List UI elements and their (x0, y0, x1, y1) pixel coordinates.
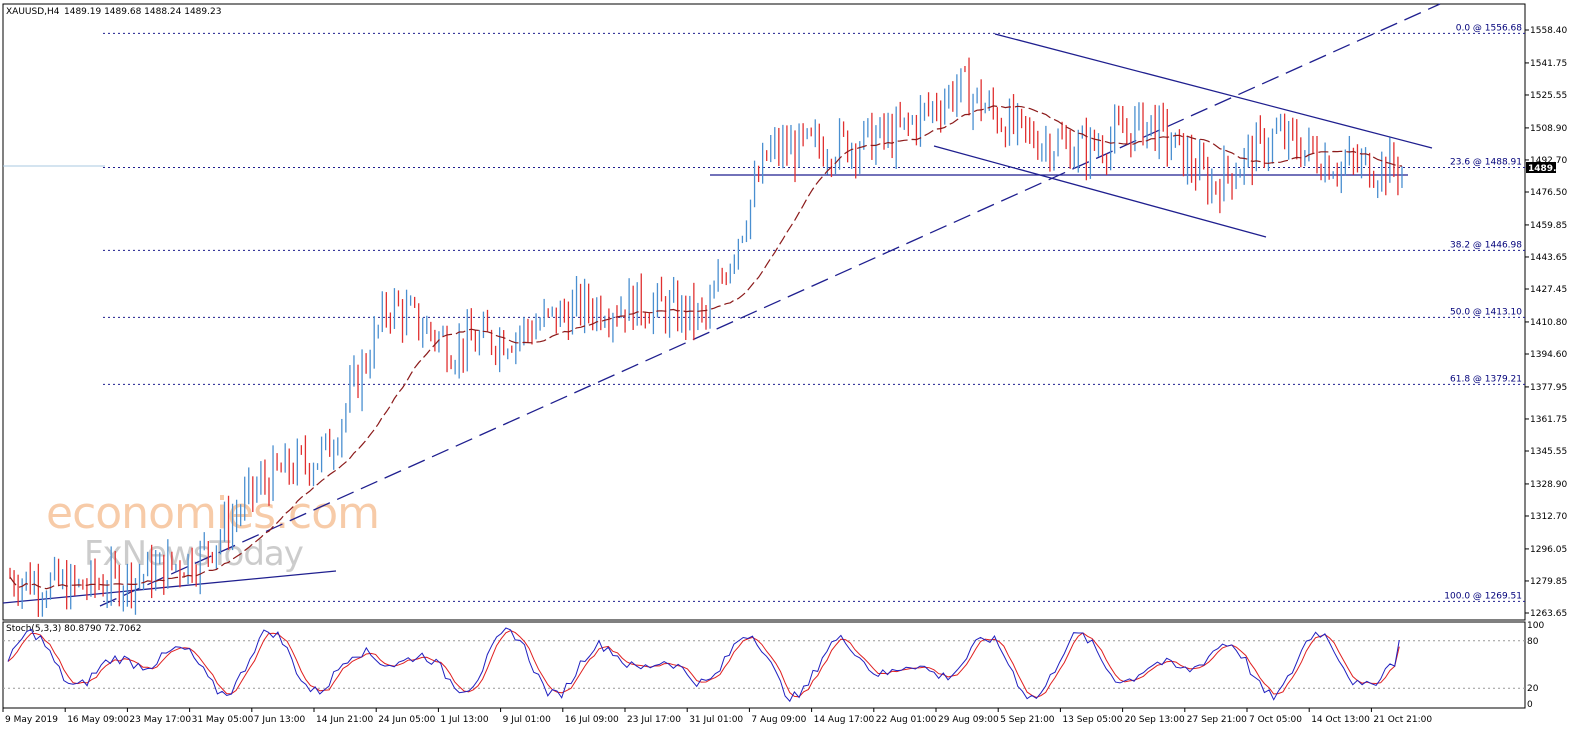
price-tick-label: 1361.75 (1530, 415, 1567, 425)
ohlc-header: 1489.19 1489.68 1488.24 1489.23 (64, 7, 221, 17)
time-tick-label: 9 Jul 01:00 (503, 715, 552, 725)
price-tick-label: 1394.60 (1530, 350, 1567, 360)
ma-line (9, 105, 1403, 590)
time-tick-label: 5 Sep 21:00 (1000, 715, 1055, 725)
price-axis: 1558.40 1541.75 1525.55 1508.90 1492.70 1476.… (1525, 26, 1567, 619)
trend-lines (2, 3, 1441, 607)
time-tick-label: 20 Sep 13:00 (1125, 715, 1185, 725)
stoch-main-line (7, 627, 1400, 703)
price-tick-label: 1541.75 (1530, 59, 1567, 69)
moving-average (9, 105, 1403, 590)
time-tick-label: 14 Aug 17:00 (814, 715, 875, 725)
price-tick-label: 1476.50 (1530, 188, 1567, 198)
price-tick-label: 1328.90 (1530, 480, 1567, 490)
time-tick-label: 23 May 17:00 (129, 715, 191, 725)
time-tick-label: 1 Jul 13:00 (440, 715, 489, 725)
time-axis: 9 May 2019 16 May 09:00 23 May 17:00 31 May… (2, 708, 1432, 725)
price-tick-label: 1492.70 (1530, 156, 1567, 166)
stoch-tick-label: 0 (1527, 700, 1533, 710)
main-chart-frame (2, 3, 1526, 621)
fib-level-label: 50.0 @ 1413.10 (1450, 307, 1522, 317)
fib-level-label: 38.2 @ 1446.98 (1450, 240, 1522, 250)
price-tick-label: 1410.80 (1530, 318, 1567, 328)
time-tick-label: 31 Jul 01:00 (689, 715, 743, 725)
fib-level-label: 0.0 @ 1556.68 (1456, 23, 1523, 33)
symbol-header: XAUUSD,H4 (6, 7, 60, 17)
time-tick-label: 22 Aug 01:00 (876, 715, 937, 725)
long-uptrend-line (99, 3, 1441, 607)
time-tick-label: 13 Sep 05:00 (1062, 715, 1122, 725)
time-tick-label: 9 May 2019 (5, 715, 58, 725)
candles (9, 57, 1403, 617)
time-tick-label: 7 Jun 13:00 (254, 715, 306, 725)
time-tick-label: 29 Aug 09:00 (938, 715, 999, 725)
time-tick-label: 23 Jul 17:00 (627, 715, 681, 725)
time-tick-label: 7 Aug 09:00 (751, 715, 806, 725)
price-tick-label: 1263.65 (1530, 609, 1567, 619)
time-tick-label: 21 Oct 21:00 (1373, 715, 1432, 725)
stoch-signal-line (7, 629, 1400, 699)
price-tick-label: 1345.55 (1530, 447, 1567, 457)
price-tick-label: 1312.70 (1530, 512, 1567, 522)
watermark-economies: economies.com (46, 488, 379, 539)
time-tick-label: 16 Jul 09:00 (565, 715, 619, 725)
time-tick-label: 14 Jun 21:00 (316, 715, 373, 725)
channel-lower-line (933, 145, 1267, 238)
channel-upper-line (994, 33, 1433, 149)
price-tick-label: 1459.85 (1530, 221, 1567, 231)
stoch-label: Stoch(5,3,3) 80.8790 72.7062 (6, 624, 141, 634)
price-tick-label: 1525.55 (1530, 91, 1567, 101)
stoch-tick-label: 100 (1527, 621, 1544, 631)
price-tick-label: 1443.65 (1530, 253, 1567, 263)
time-tick-label: 7 Oct 05:00 (1249, 715, 1302, 725)
fib-levels: 0.0 @ 1556.68 23.6 @ 1488.91 38.2 @ 1446.9… (3, 23, 1525, 602)
watermark-fxnewstoday: FxNewsToday (84, 534, 304, 574)
fib-level-label: 23.6 @ 1488.91 (1450, 157, 1522, 167)
lower-support-line (2, 570, 337, 604)
time-tick-label: 16 May 09:00 (67, 715, 129, 725)
fib-level-label: 100.0 @ 1269.51 (1444, 591, 1522, 601)
stoch-tick-label: 20 (1527, 684, 1539, 694)
time-tick-label: 24 Jun 05:00 (378, 715, 435, 725)
current-price-marker: 1489.23 (1526, 162, 1569, 174)
time-tick-label: 31 May 05:00 (192, 715, 254, 725)
price-tick-label: 1558.40 (1530, 26, 1567, 36)
time-tick-label: 27 Sep 21:00 (1187, 715, 1247, 725)
watermark: economies.com FxNewsToday (46, 488, 380, 574)
price-tick-label: 1296.05 (1530, 545, 1567, 555)
price-tick-label: 1508.90 (1530, 124, 1567, 134)
stoch-oscillator: 100 80 20 0 (3, 621, 1544, 710)
fib-level-label: 61.8 @ 1379.21 (1450, 374, 1522, 384)
price-tick-label: 1427.45 (1530, 285, 1567, 295)
price-tick-label: 1279.85 (1530, 577, 1567, 587)
price-tick-label: 1377.95 (1530, 383, 1567, 393)
current-price-box (1526, 162, 1556, 173)
time-tick-label: 14 Oct 13:00 (1311, 715, 1370, 725)
stoch-tick-label: 80 (1527, 637, 1539, 647)
stoch-panel-frame (2, 621, 1526, 709)
current-price-label: 1489.23 (1528, 164, 1569, 174)
